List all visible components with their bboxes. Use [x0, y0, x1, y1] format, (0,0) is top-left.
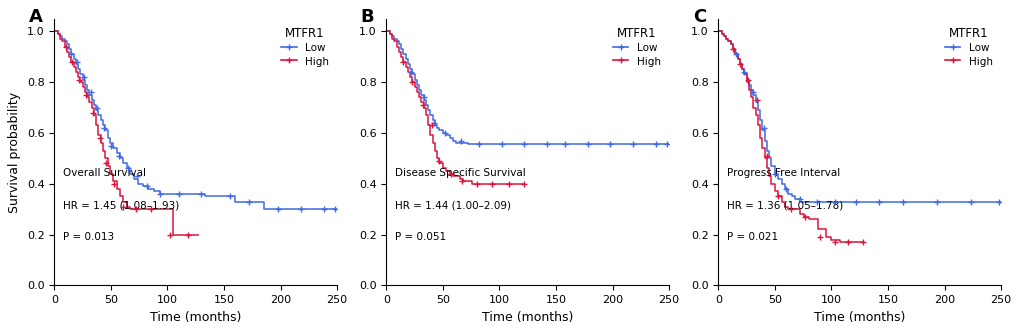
X-axis label: Time (months): Time (months) [813, 311, 905, 324]
X-axis label: Time (months): Time (months) [482, 311, 573, 324]
Legend: Low, High: Low, High [609, 24, 663, 70]
Text: HR = 1.44 (1.00–2.09): HR = 1.44 (1.00–2.09) [394, 200, 511, 210]
Text: Progress Free Interval: Progress Free Interval [727, 168, 840, 178]
Legend: Low, High: Low, High [277, 24, 331, 70]
Text: HR = 1.45 (1.08–1.93): HR = 1.45 (1.08–1.93) [63, 200, 179, 210]
Text: C: C [692, 8, 705, 26]
Text: A: A [29, 8, 43, 26]
Text: B: B [361, 8, 374, 26]
Text: HR = 1.36 (1.05–1.78): HR = 1.36 (1.05–1.78) [727, 200, 842, 210]
Text: Disease Specific Survival: Disease Specific Survival [394, 168, 525, 178]
Text: P = 0.051: P = 0.051 [394, 232, 445, 242]
Legend: Low, High: Low, High [941, 24, 995, 70]
Y-axis label: Survival probability: Survival probability [8, 91, 21, 212]
Text: P = 0.021: P = 0.021 [727, 232, 777, 242]
X-axis label: Time (months): Time (months) [150, 311, 242, 324]
Text: P = 0.013: P = 0.013 [63, 232, 114, 242]
Text: Overall Survival: Overall Survival [63, 168, 146, 178]
